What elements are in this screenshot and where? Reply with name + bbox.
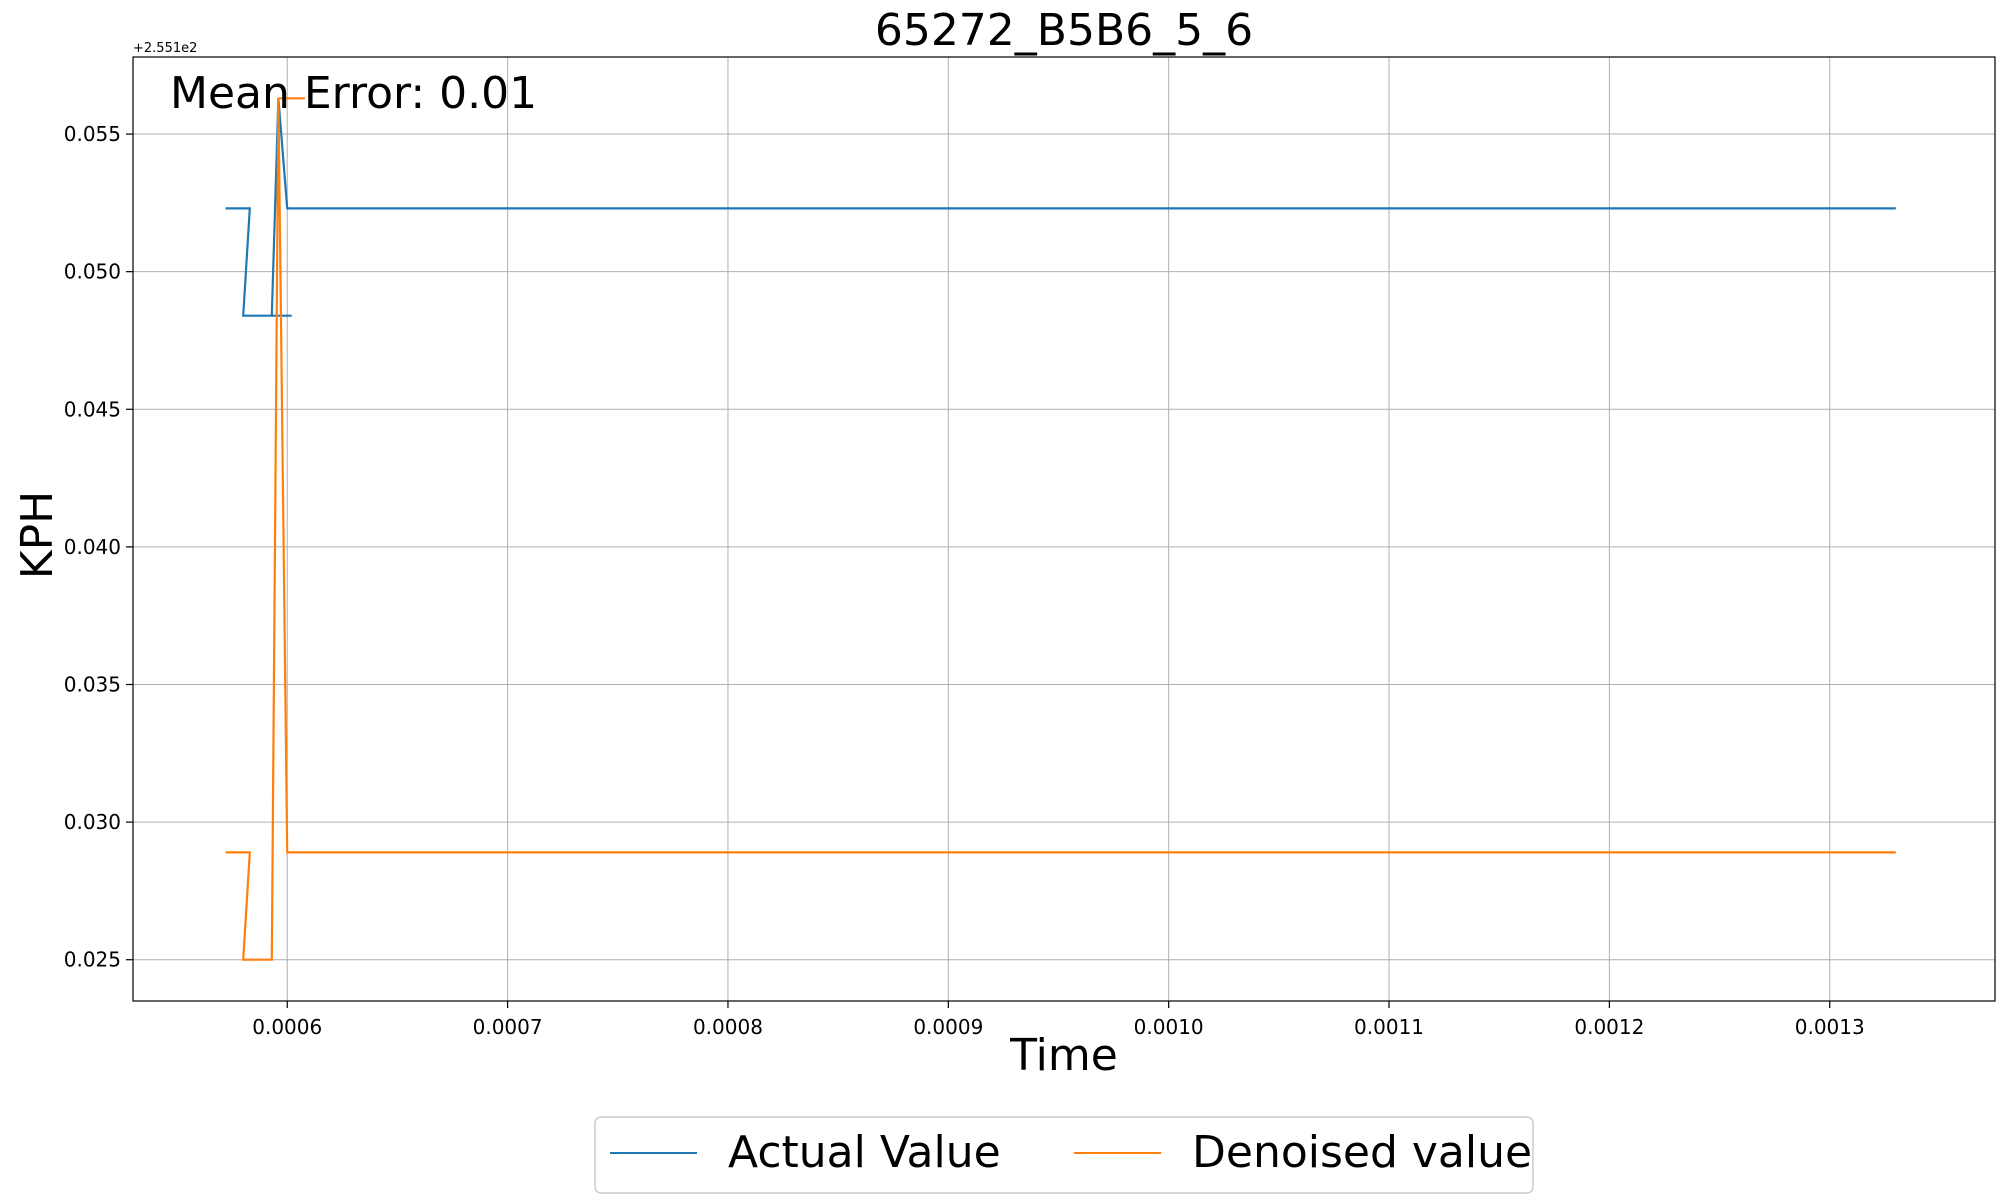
y-tick-label: 0.050 <box>64 260 121 284</box>
x-tick-label: 0.0008 <box>693 1015 763 1039</box>
y-offset-label: +2.551e2 <box>133 41 197 56</box>
grid-layer <box>133 57 1995 1001</box>
x-tick-label: 0.0012 <box>1574 1015 1644 1039</box>
legend: Actual Value Denoised value <box>594 1116 1534 1194</box>
y-tick-label: 0.025 <box>64 948 121 972</box>
y-tick-label: 0.035 <box>64 672 121 696</box>
y-tick-label: 0.040 <box>64 535 121 559</box>
tick-layer: 0.0006 0.0007 0.0008 0.0009 0.0010 0.0011 0.00… <box>64 122 1865 1039</box>
series-line-denoised-value <box>225 98 1896 961</box>
chart-title: 65272_B5B6_5_6 <box>875 5 1253 56</box>
legend-label-actual-value: Actual Value <box>728 1127 1001 1178</box>
legend-label-denoised-value: Denoised value <box>1192 1127 1532 1178</box>
x-axis-label: Time <box>1009 1030 1118 1081</box>
y-tick-label: 0.030 <box>64 810 121 834</box>
x-tick-label: 0.0009 <box>913 1015 983 1039</box>
legend-frame <box>594 1116 1534 1194</box>
mean-error-annotation: Mean Error: 0.01 <box>170 68 537 119</box>
x-tick-label: 0.0010 <box>1134 1015 1204 1039</box>
x-tick-label: 0.0007 <box>473 1015 543 1039</box>
x-tick-label: 0.0013 <box>1795 1015 1865 1039</box>
x-tick-label: 0.0006 <box>252 1015 322 1039</box>
y-tick-label: 0.045 <box>64 397 121 421</box>
series-line-actual-value <box>225 98 1896 317</box>
y-tick-label: 0.055 <box>64 122 121 146</box>
y-axis-label: KPH <box>12 491 63 579</box>
plot-area-frame <box>132 56 1996 1002</box>
x-tick-label: 0.0011 <box>1354 1015 1424 1039</box>
series-layer <box>225 97 1896 961</box>
